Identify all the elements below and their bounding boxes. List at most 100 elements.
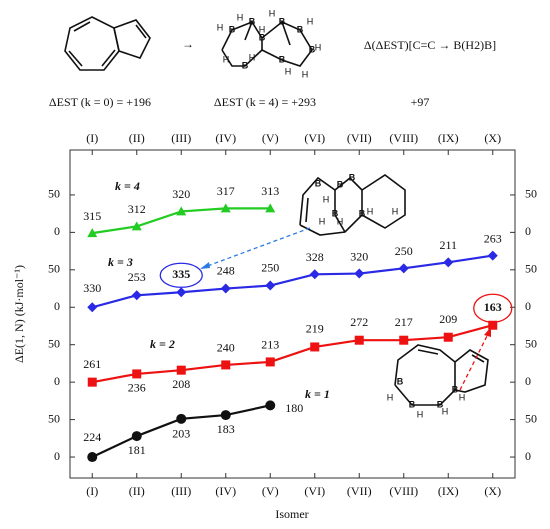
data-point	[220, 410, 231, 421]
atom-label: H	[237, 12, 244, 22]
data-point	[310, 342, 320, 352]
x-tick-label: (VII)	[347, 484, 372, 498]
data-label: 317	[217, 184, 235, 198]
x-tick-label: (V)	[262, 484, 279, 498]
x-tick-label-top: (III)	[171, 131, 191, 145]
y-tick-label-right: 50	[525, 262, 537, 276]
x-tick-label: (IX)	[438, 484, 459, 498]
data-point	[265, 357, 275, 367]
est-k0: ΔEST (k = 0) = +196	[49, 95, 151, 109]
data-label: 219	[306, 322, 324, 336]
inset-k2	[394, 344, 489, 406]
atom-label: H	[319, 216, 326, 226]
y-tick-label: 0	[54, 224, 60, 238]
atom-label: B	[397, 376, 404, 386]
data-point	[176, 365, 186, 375]
data-point	[265, 203, 276, 213]
y-tick-label-right: 50	[525, 187, 537, 201]
atom-label: B	[452, 384, 459, 394]
x-axis-title: Isomer	[275, 507, 308, 521]
atom-label: B	[309, 44, 316, 54]
series-line	[92, 324, 494, 384]
atom-label: B	[297, 24, 304, 34]
data-point	[221, 360, 231, 370]
atom-label: H	[387, 392, 394, 402]
atom-label: H	[223, 54, 230, 64]
data-point	[220, 203, 231, 213]
data-label: 240	[217, 341, 235, 355]
data-label: 320	[350, 249, 368, 263]
atom-label: H	[337, 216, 344, 226]
data-point	[354, 268, 365, 279]
y-tick-label: 0	[54, 374, 60, 388]
y-tick-label-right: 0	[525, 299, 531, 313]
data-point	[132, 369, 142, 379]
data-point	[488, 320, 498, 330]
atom-label: H	[367, 206, 374, 216]
data-label: 163	[484, 300, 502, 314]
x-tick-label: (III)	[171, 484, 191, 498]
atom-label: B	[437, 399, 444, 409]
x-tick-label-top: (IX)	[438, 131, 459, 145]
series-name: k = 1	[305, 387, 330, 401]
est-k4: ΔEST (k = 4) = +293	[214, 95, 316, 109]
atom-label: B	[279, 16, 286, 26]
label-highlight	[473, 293, 513, 323]
y-tick-label: 0	[54, 449, 60, 463]
data-label: 180	[285, 401, 303, 415]
series-line	[91, 254, 493, 309]
pointer-arrow	[201, 227, 311, 269]
delta-title: Δ(ΔEST)[C=C → B(H2)B]	[364, 38, 496, 52]
y-tick-label-right: 0	[525, 374, 531, 388]
atom-label: H	[442, 406, 449, 416]
data-point	[220, 283, 231, 294]
y-tick-label-right: 50	[525, 411, 537, 425]
data-point	[398, 263, 409, 274]
x-tick-label-top: (IV)	[215, 131, 236, 145]
data-label: 224	[83, 430, 101, 444]
data-point	[265, 280, 276, 291]
x-tick-label: (VIII)	[389, 484, 418, 498]
data-label: 328	[306, 250, 324, 264]
y-tick-label: 50	[48, 262, 60, 276]
x-tick-label-top: (I)	[86, 131, 98, 145]
x-tick-label: (I)	[86, 484, 98, 498]
data-point	[131, 431, 142, 442]
atom-label: B	[259, 32, 266, 42]
atom-label: B	[229, 24, 236, 34]
atom-label: H	[285, 66, 292, 76]
reaction-arrow: →	[182, 37, 194, 51]
azulene	[64, 16, 151, 71]
y-tick-label-right: 50	[525, 336, 537, 350]
data-label: 272	[350, 315, 368, 329]
atom-label: H	[217, 22, 224, 32]
data-point	[176, 206, 187, 216]
boron-cluster	[221, 21, 313, 67]
x-tick-label-top: (II)	[129, 131, 145, 145]
y-tick-label: 0	[54, 299, 60, 313]
atom-label: H	[259, 24, 266, 34]
data-label: 181	[128, 443, 146, 457]
x-tick-label-top: (VI)	[304, 131, 325, 145]
data-point	[443, 257, 454, 268]
data-point	[87, 377, 97, 387]
data-point	[399, 335, 409, 345]
atom-label: H	[269, 8, 276, 18]
data-label: 313	[261, 184, 279, 198]
data-point	[131, 221, 142, 231]
data-label: 330	[83, 281, 101, 295]
atom-label: B	[359, 208, 366, 218]
data-label: 203	[172, 427, 190, 441]
y-tick-label-right: 0	[525, 224, 531, 238]
atom-label: B	[242, 60, 249, 70]
x-tick-label: (IV)	[215, 484, 236, 498]
x-tick-label: (X)	[484, 484, 501, 498]
y-tick-label: 50	[48, 336, 60, 350]
data-label: 211	[439, 238, 457, 252]
data-label: 335	[172, 267, 190, 281]
x-tick-label: (II)	[129, 484, 145, 498]
data-label: 253	[128, 270, 146, 284]
x-tick-label-top: (VIII)	[389, 131, 418, 145]
data-point	[87, 452, 98, 463]
